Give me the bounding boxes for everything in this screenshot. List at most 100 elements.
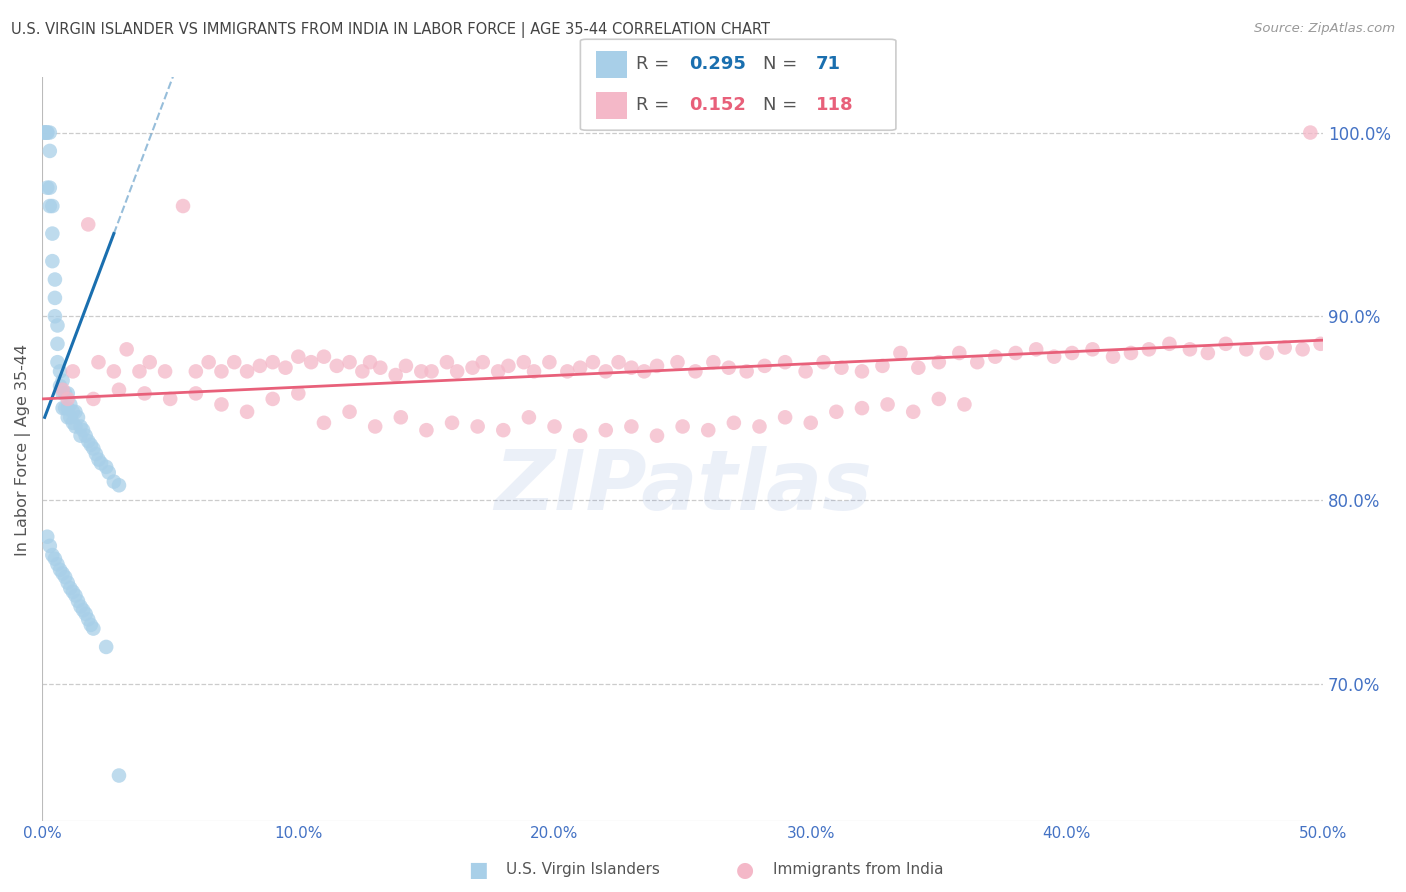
Point: [41, 254, 63, 268]
Point: [697, 423, 720, 437]
Point: [1291, 343, 1313, 357]
Point: [492, 423, 515, 437]
Point: [415, 423, 437, 437]
Point: [34, 126, 56, 140]
Point: [274, 360, 297, 375]
Point: [1081, 343, 1104, 357]
Point: [77, 218, 100, 232]
Point: [813, 355, 835, 369]
Text: N =: N =: [763, 55, 803, 73]
Point: [538, 355, 561, 369]
Point: [62, 405, 84, 419]
Point: [87, 452, 110, 467]
Point: [1025, 343, 1047, 357]
Point: [352, 364, 374, 378]
Point: [38, 199, 60, 213]
Text: ■: ■: [468, 860, 488, 880]
Point: [486, 364, 509, 378]
Point: [685, 364, 707, 378]
Point: [82, 622, 104, 636]
Point: [1197, 346, 1219, 360]
Point: [72, 603, 94, 617]
Point: [1043, 350, 1066, 364]
Point: [1309, 336, 1331, 351]
Point: [326, 359, 349, 373]
Point: [84, 447, 107, 461]
Point: [153, 364, 176, 378]
Text: 0.152: 0.152: [689, 96, 745, 114]
Point: [411, 364, 433, 378]
Point: [966, 355, 988, 369]
Point: [41, 199, 63, 213]
Point: [441, 416, 464, 430]
Point: [287, 386, 309, 401]
Point: [389, 410, 412, 425]
Point: [108, 383, 131, 397]
Point: [77, 434, 100, 449]
Point: [46, 355, 69, 369]
Point: [830, 360, 852, 375]
Point: [872, 359, 894, 373]
Point: [312, 350, 335, 364]
Point: [80, 618, 103, 632]
Point: [62, 416, 84, 430]
Point: [75, 428, 97, 442]
Point: [56, 386, 79, 401]
Point: [49, 379, 72, 393]
Point: [224, 355, 246, 369]
Point: [34, 126, 56, 140]
Point: [52, 386, 75, 401]
Point: [876, 397, 898, 411]
Point: [75, 607, 97, 621]
Point: [172, 199, 194, 213]
Point: [56, 575, 79, 590]
Point: [108, 768, 131, 782]
Point: [52, 401, 75, 416]
Point: [38, 539, 60, 553]
Point: [53, 570, 76, 584]
Point: [1060, 346, 1083, 360]
Text: R =: R =: [636, 55, 675, 73]
Point: [249, 359, 271, 373]
Point: [717, 360, 740, 375]
Point: [128, 364, 150, 378]
Point: [96, 640, 118, 654]
Point: [69, 428, 91, 442]
Point: [903, 405, 925, 419]
Point: [184, 386, 207, 401]
Point: [523, 364, 546, 378]
Text: 71: 71: [815, 55, 841, 73]
Point: [262, 355, 284, 369]
Point: [889, 346, 911, 360]
Point: [37, 126, 59, 140]
Point: [1299, 126, 1322, 140]
Point: [928, 392, 950, 406]
Point: [59, 397, 82, 411]
Point: [569, 360, 592, 375]
Point: [339, 405, 361, 419]
Point: [236, 405, 259, 419]
Point: [77, 612, 100, 626]
Point: [65, 405, 87, 419]
Point: [66, 410, 89, 425]
Bar: [596, 92, 627, 119]
Point: [37, 530, 59, 544]
Point: [52, 566, 75, 581]
Text: ●: ●: [737, 860, 754, 880]
Point: [672, 419, 695, 434]
Point: [595, 423, 617, 437]
Point: [52, 374, 75, 388]
Point: [46, 336, 69, 351]
Point: [794, 364, 817, 378]
Point: [65, 589, 87, 603]
Point: [197, 355, 219, 369]
Text: ZIPatlas: ZIPatlas: [494, 446, 872, 527]
Point: [620, 419, 643, 434]
Point: [38, 180, 60, 194]
Point: [645, 428, 668, 442]
Point: [66, 594, 89, 608]
Point: [948, 346, 970, 360]
Y-axis label: In Labor Force | Age 35-44: In Labor Force | Age 35-44: [15, 343, 31, 556]
Point: [1274, 341, 1296, 355]
Point: [384, 368, 406, 382]
